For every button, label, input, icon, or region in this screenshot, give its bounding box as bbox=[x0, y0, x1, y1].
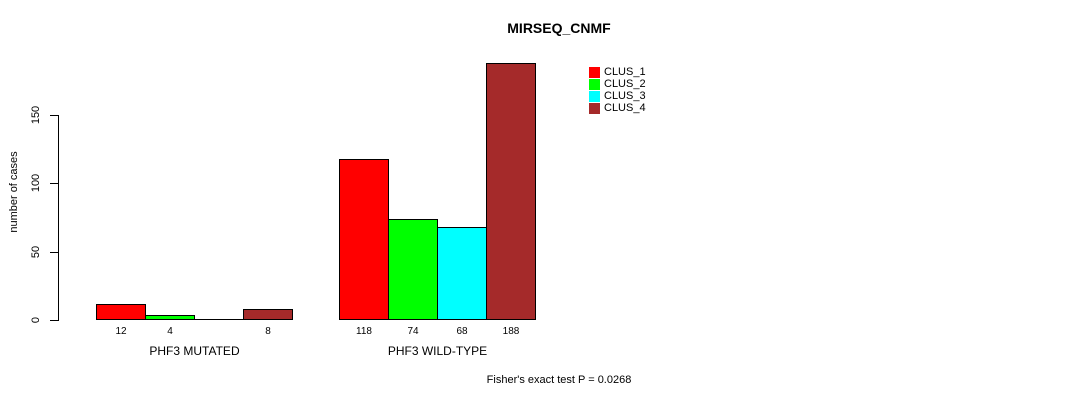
y-tick-label: 50 bbox=[30, 245, 42, 259]
legend-label: CLUS_3 bbox=[604, 90, 646, 102]
bar bbox=[243, 309, 293, 320]
bar bbox=[388, 219, 438, 320]
legend-label: CLUS_1 bbox=[604, 66, 646, 78]
bar bbox=[486, 63, 536, 320]
y-tick bbox=[50, 115, 58, 116]
legend-swatch bbox=[589, 90, 600, 102]
bar bbox=[145, 315, 195, 320]
y-tick bbox=[50, 183, 58, 184]
group-label: PHF3 WILD-TYPE bbox=[387, 344, 488, 358]
legend-item: CLUS_1 bbox=[589, 66, 646, 78]
legend-label: CLUS_4 bbox=[604, 102, 646, 114]
y-tick-label: 100 bbox=[30, 173, 42, 193]
y-tick-label: 0 bbox=[30, 316, 42, 324]
y-tick bbox=[50, 252, 58, 253]
legend-swatch bbox=[589, 102, 600, 114]
y-axis-line bbox=[58, 115, 59, 321]
bar bbox=[339, 159, 389, 320]
legend-item: CLUS_4 bbox=[589, 102, 646, 114]
bar-value-label: 118 bbox=[356, 326, 372, 337]
bar bbox=[194, 319, 244, 320]
legend-swatch bbox=[589, 66, 600, 78]
footer-annotation: Fisher's exact test P = 0.0268 bbox=[486, 374, 632, 386]
legend: CLUS_1 CLUS_2 CLUS_3 CLUS_4 bbox=[589, 66, 646, 114]
bar-value-label: 74 bbox=[407, 326, 419, 337]
legend-swatch bbox=[589, 78, 600, 90]
bar bbox=[96, 304, 146, 320]
bar-value-label: 4 bbox=[167, 326, 173, 337]
legend-label: CLUS_2 bbox=[604, 78, 646, 90]
bar-value-label: 188 bbox=[502, 326, 520, 337]
legend-item: CLUS_3 bbox=[589, 90, 646, 102]
bar-value-label: 68 bbox=[456, 326, 468, 337]
legend-item: CLUS_2 bbox=[589, 78, 646, 90]
y-tick bbox=[50, 320, 58, 321]
y-tick-label: 150 bbox=[30, 105, 42, 125]
bar bbox=[437, 227, 487, 320]
bar-value-label: 12 bbox=[115, 326, 127, 337]
bar-value-label: 8 bbox=[265, 326, 271, 337]
group-label: PHF3 MUTATED bbox=[149, 344, 240, 358]
chart-title: MIRSEQ_CNMF bbox=[507, 20, 611, 36]
